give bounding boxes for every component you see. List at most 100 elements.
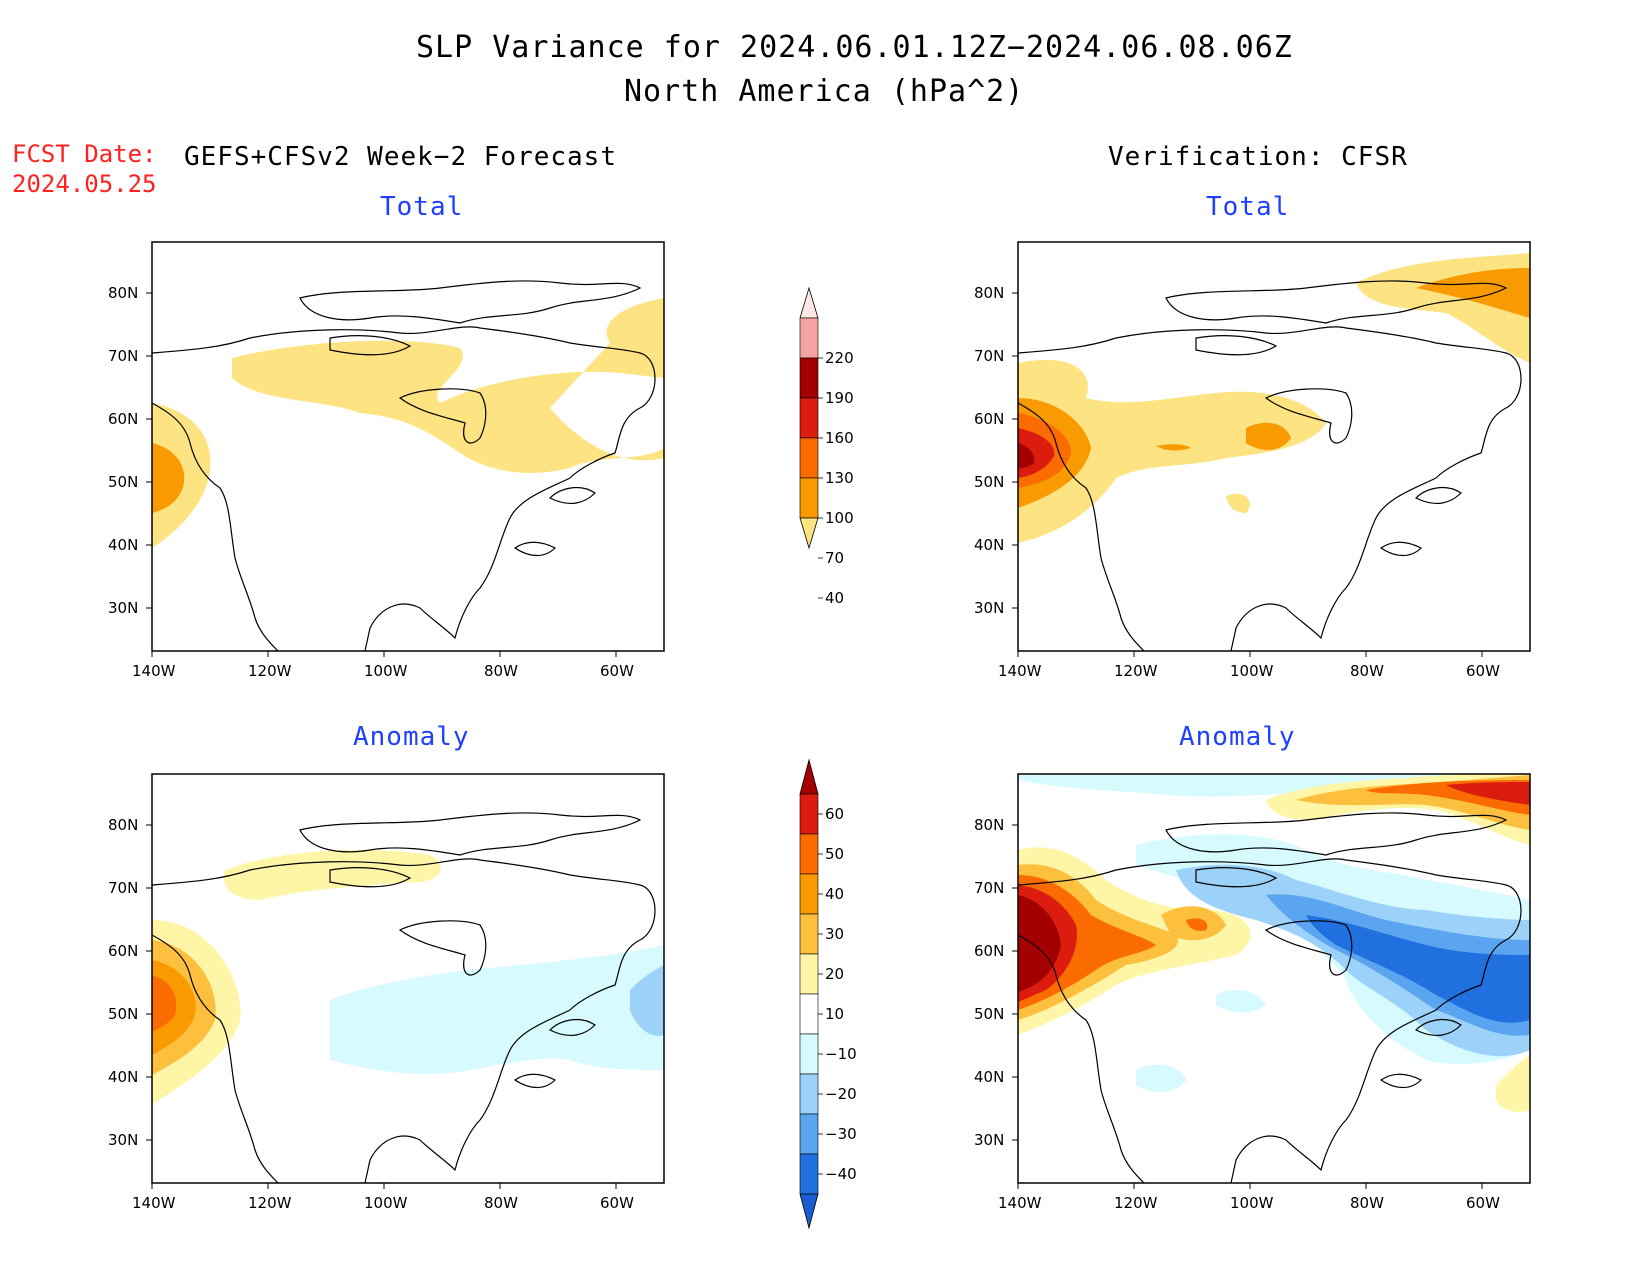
coastlines (152, 280, 656, 651)
lat-label: 40N (108, 536, 138, 554)
colorbar-box (799, 1073, 819, 1115)
lat-label: 40N (974, 536, 1004, 554)
lon-label: 100W (364, 662, 408, 680)
colorbar-label: 70 (825, 549, 844, 567)
colorbar-top-triangle (799, 286, 819, 319)
colorbar-box (799, 1113, 819, 1155)
colorbar-label: 40 (825, 885, 844, 903)
lat-ticks (146, 292, 617, 657)
colorbar-anomaly: 60 50 40 30 20 10 −10 −20 −30 −40 (799, 758, 857, 1230)
colorbar-bottom-triangle (799, 1193, 819, 1230)
panel-title-verification-anomaly: Anomaly (1179, 722, 1296, 752)
lat-label: 70N (108, 347, 138, 365)
lon-label: 120W (1114, 1194, 1158, 1212)
lon-label: 60W (600, 662, 634, 680)
colorbar-box (799, 993, 819, 1035)
colorbar-label: 20 (825, 965, 844, 983)
lat-label: 60N (974, 942, 1004, 960)
colorbar-top-triangle (799, 758, 819, 795)
colorbar-box (799, 953, 819, 995)
map-forecast-anomaly: 80N 70N 60N 50N 40N 30N 140W 120W 100W 8… (108, 773, 665, 1212)
map-forecast-total: 80N 70N 60N 50N 40N 30N 140W 120W 100W 8… (108, 241, 665, 680)
lon-label: 120W (1114, 662, 1158, 680)
colorbar-label: 60 (825, 805, 844, 823)
lon-label: 60W (1466, 662, 1500, 680)
lon-label: 120W (248, 1194, 292, 1212)
lon-label: 100W (364, 1194, 408, 1212)
fcst-date-label: FCST Date: (12, 140, 157, 168)
lat-label: 50N (974, 1005, 1004, 1023)
colorbar-box (799, 437, 819, 479)
colorbar-total-labels: 220 190 160 130 100 70 40 (818, 349, 854, 607)
lon-label: 100W (1230, 662, 1274, 680)
panel-title-forecast-total: Total (380, 192, 464, 222)
colorbar-label: −10 (825, 1045, 857, 1063)
lat-label: 60N (108, 942, 138, 960)
lat-label: 80N (108, 816, 138, 834)
lat-label: 30N (108, 1131, 138, 1149)
colorbar-label: 10 (825, 1005, 844, 1023)
shading-verification-anomaly (1018, 774, 1530, 1112)
colorbar-label: −40 (825, 1165, 857, 1183)
map-verification-total: 80N 70N 60N 50N 40N 30N 140W 120W 100W 8… (974, 241, 1531, 680)
panel-title-verification-total: Total (1206, 192, 1290, 222)
colorbar-total: 220 190 160 130 100 70 40 (799, 286, 854, 607)
colorbar-box (799, 913, 819, 955)
colorbar-bottom-triangle (799, 517, 819, 550)
lon-label: 80W (1350, 1194, 1384, 1212)
colorbar-label: 220 (825, 349, 854, 367)
coastlines (1018, 280, 1522, 651)
colorbar-label: 30 (825, 925, 844, 943)
colorbar-box (799, 317, 819, 359)
map-verification-anomaly: 80N 70N 60N 50N 40N 30N 140W 120W 100W 8… (974, 773, 1531, 1212)
lat-label: 30N (974, 599, 1004, 617)
lat-label: 60N (974, 410, 1004, 428)
lon-label: 120W (248, 662, 292, 680)
lon-label: 140W (998, 1194, 1042, 1212)
colorbar-box (799, 1033, 819, 1075)
lat-label: 80N (974, 284, 1004, 302)
lon-label: 80W (484, 662, 518, 680)
lat-label: 50N (108, 473, 138, 491)
lon-label: 80W (1350, 662, 1384, 680)
colorbar-label: 100 (825, 509, 854, 527)
verification-header: Verification: CFSR (1108, 142, 1408, 172)
lat-label: 80N (108, 284, 138, 302)
lon-label: 140W (998, 662, 1042, 680)
lon-label: 60W (600, 1194, 634, 1212)
colorbar-box (799, 477, 819, 519)
panel-title-forecast-anomaly: Anomaly (353, 722, 470, 752)
colorbar-box (799, 357, 819, 399)
colorbar-box (799, 873, 819, 915)
shading-forecast-anomaly (152, 850, 664, 1105)
colorbar-box (799, 793, 819, 835)
colorbar-label: 130 (825, 469, 854, 487)
lat-label: 70N (108, 879, 138, 897)
colorbar-label: −30 (825, 1125, 857, 1143)
lon-label: 140W (132, 1194, 176, 1212)
lat-label: 50N (974, 473, 1004, 491)
lon-label: 60W (1466, 1194, 1500, 1212)
lon-label: 80W (484, 1194, 518, 1212)
lat-label: 40N (108, 1068, 138, 1086)
lat-label: 80N (974, 816, 1004, 834)
main-title: SLP Variance for 2024.06.01.12Z−2024.06.… (416, 30, 1293, 65)
colorbar-label: 50 (825, 845, 844, 863)
coastlines (1018, 812, 1522, 1183)
main-subtitle: North America (hPa^2) (624, 74, 1025, 109)
shading-forecast-total (152, 298, 664, 548)
colorbar-label: −20 (825, 1085, 857, 1103)
lat-label: 30N (974, 1131, 1004, 1149)
colorbar-box (799, 833, 819, 875)
lat-label: 30N (108, 599, 138, 617)
lat-label: 60N (108, 410, 138, 428)
lat-label: 70N (974, 879, 1004, 897)
lat-label: 70N (974, 347, 1004, 365)
lat-label: 50N (108, 1005, 138, 1023)
colorbar-anomaly-boxes (799, 758, 819, 1230)
colorbar-box (799, 397, 819, 439)
colorbar-label: 40 (825, 589, 844, 607)
forecast-header: GEFS+CFSv2 Week−2 Forecast (184, 142, 617, 172)
lon-label: 140W (132, 662, 176, 680)
colorbar-total-boxes (799, 286, 819, 550)
